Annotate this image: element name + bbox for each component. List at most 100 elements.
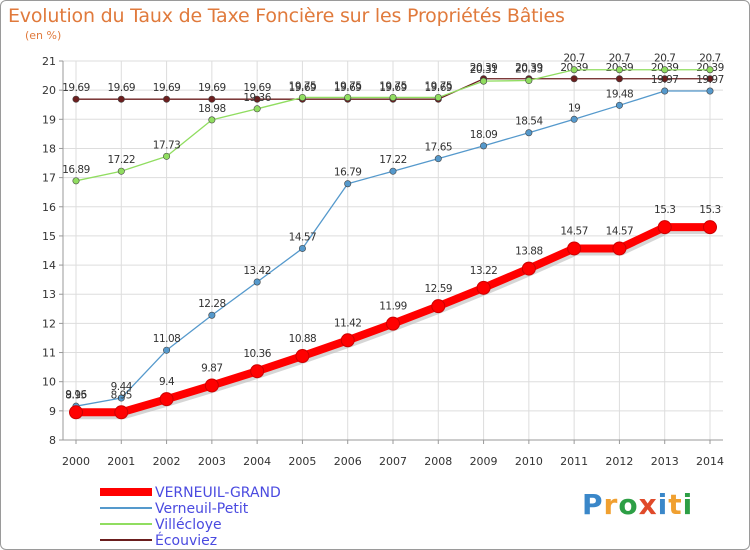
data-label: 15.3 [699, 204, 720, 216]
x-tick-label: 2002 [153, 455, 181, 468]
y-tick-label: 19 [42, 113, 56, 126]
y-tick-label: 11 [42, 347, 56, 360]
legend-label: Écouviez [155, 532, 217, 549]
x-tick-label: 2013 [651, 455, 679, 468]
data-label: 20.7 [563, 53, 584, 65]
data-point [117, 95, 125, 103]
data-point [295, 349, 310, 364]
data-label: 20.7 [699, 53, 720, 65]
data-point [615, 101, 623, 109]
data-point [525, 77, 533, 85]
data-label: 19.75 [379, 80, 407, 92]
y-tick-label: 18 [42, 142, 56, 155]
data-point [706, 75, 714, 83]
data-point [72, 95, 80, 103]
data-label: 9.44 [111, 381, 133, 393]
data-point [615, 66, 623, 74]
data-label: 18.98 [198, 103, 226, 115]
y-unit-label: (en %) [25, 29, 62, 42]
data-point [389, 167, 397, 175]
y-tick-label: 21 [42, 55, 56, 68]
data-point [298, 93, 306, 101]
data-point [570, 66, 578, 74]
data-point [163, 346, 171, 354]
data-label: 12.59 [425, 283, 453, 295]
x-tick-label: 2010 [515, 455, 543, 468]
data-label: 19.69 [243, 82, 271, 94]
proxiti-logo: Proxiti [582, 488, 693, 521]
data-point [163, 95, 171, 103]
data-label: 19.75 [334, 80, 362, 92]
data-label: 17.73 [153, 139, 181, 151]
y-tick-label: 12 [42, 317, 56, 330]
data-point [298, 244, 306, 252]
data-point [389, 93, 397, 101]
data-label: 10.36 [243, 348, 271, 360]
data-label: 20.7 [654, 53, 675, 65]
data-point [253, 105, 261, 113]
data-label: 8.95 [65, 389, 86, 401]
data-point [72, 177, 80, 185]
data-label: 19.75 [289, 80, 317, 92]
data-label: 16.79 [334, 167, 362, 179]
data-label: 19.69 [153, 82, 181, 94]
data-point [431, 299, 446, 314]
logo-letter: o [618, 488, 639, 521]
data-label: 19.48 [606, 88, 634, 100]
data-point [661, 75, 669, 83]
data-label: 19.69 [379, 82, 407, 94]
data-point [250, 364, 265, 379]
data-point [340, 333, 355, 348]
data-label: 20.39 [515, 62, 543, 74]
logo-letter: i [657, 488, 669, 521]
data-label: 19.69 [334, 82, 362, 94]
data-label: 19.69 [62, 82, 90, 94]
logo-letter: P [582, 488, 604, 521]
data-label: 19.69 [108, 82, 136, 94]
data-label: 14.57 [289, 231, 317, 243]
data-label: 9.4 [159, 376, 175, 388]
data-label: 20.31 [470, 64, 498, 76]
data-point [567, 241, 582, 256]
data-label: 19.36 [243, 92, 271, 104]
data-label: 8.95 [111, 389, 132, 401]
data-point [344, 180, 352, 188]
data-point [117, 394, 125, 402]
data-point [204, 378, 219, 393]
data-label: 11.42 [334, 317, 362, 329]
data-point [525, 129, 533, 137]
logo-letter: x [638, 488, 658, 521]
data-label: 18.54 [515, 116, 543, 128]
data-point [253, 95, 261, 103]
x-tick-label: 2003 [198, 455, 226, 468]
data-label: 20.33 [515, 64, 543, 76]
data-point [615, 75, 623, 83]
data-point [521, 261, 536, 276]
data-point [661, 87, 669, 95]
x-tick-label: 2001 [107, 455, 135, 468]
x-tick-label: 2005 [288, 455, 316, 468]
x-tick-label: 2014 [696, 455, 724, 468]
data-label: 11.99 [379, 301, 407, 313]
x-tick-label: 2007 [379, 455, 407, 468]
data-label: 15.3 [654, 204, 675, 216]
data-point [386, 316, 400, 331]
y-tick-label: 16 [42, 201, 56, 214]
data-label: 16.89 [62, 164, 90, 176]
data-point [657, 220, 672, 235]
y-tick-label: 10 [42, 376, 56, 389]
y-tick-label: 13 [42, 288, 56, 301]
data-label: 9.87 [201, 362, 222, 374]
data-point [706, 66, 714, 74]
legend-label: Villécloye [155, 517, 222, 533]
data-label: 17.65 [425, 142, 453, 154]
chart-title: Evolution du Taux de Taxe Foncière sur l… [8, 5, 565, 27]
x-tick-label: 2008 [424, 455, 452, 468]
data-point [703, 220, 717, 235]
x-tick-label: 2009 [470, 455, 498, 468]
data-label: 19 [568, 102, 580, 114]
logo-letter: i [682, 488, 694, 521]
data-point [480, 77, 488, 85]
x-tick-label: 2006 [334, 455, 362, 468]
